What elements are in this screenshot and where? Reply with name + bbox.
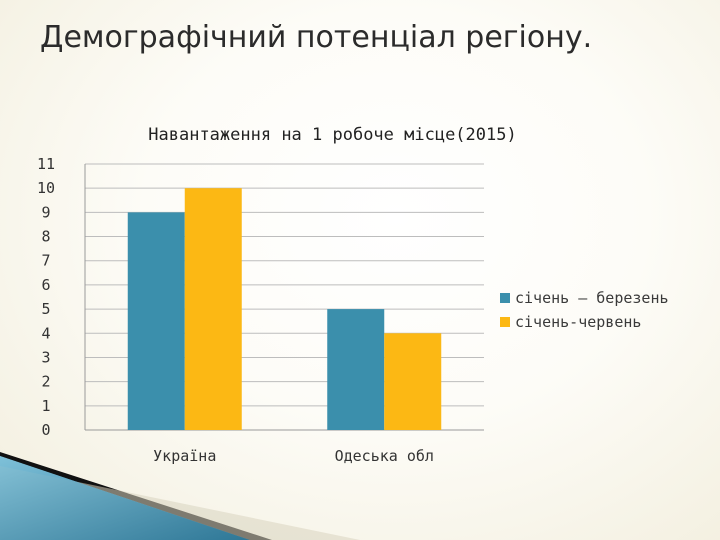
y-tick-label: 8	[41, 228, 50, 246]
bar	[327, 309, 385, 430]
legend-label: січень – березень	[515, 289, 669, 307]
bar	[384, 333, 442, 430]
x-tick-label: Одеська обл	[335, 447, 434, 465]
chart-title: Навантаження на 1 робоче місце(2015)	[148, 125, 516, 145]
y-tick-label: 1	[41, 397, 50, 415]
x-tick-label: Україна	[153, 447, 216, 465]
bar	[127, 212, 185, 430]
legend-item: січень – березень	[500, 286, 669, 310]
y-tick-label: 10	[37, 179, 55, 197]
legend-item: січень-червень	[500, 310, 669, 334]
y-tick-label: 3	[41, 348, 50, 366]
y-tick-label: 5	[41, 300, 50, 318]
legend-swatch	[500, 293, 510, 303]
y-tick-label: 0	[41, 421, 50, 439]
y-tick-label: 11	[37, 155, 55, 173]
y-tick-label: 9	[41, 203, 50, 221]
y-tick-label: 6	[41, 276, 50, 294]
y-tick-label: 2	[41, 373, 50, 391]
legend-label: січень-червень	[515, 313, 642, 331]
y-tick-label: 7	[41, 252, 50, 270]
y-tick-label: 4	[41, 324, 50, 342]
bar	[184, 188, 242, 430]
page-title: Демографічний потенціал регіону.	[40, 20, 593, 55]
chart-legend: січень – березень січень-червень	[500, 286, 669, 334]
legend-swatch	[500, 317, 510, 327]
